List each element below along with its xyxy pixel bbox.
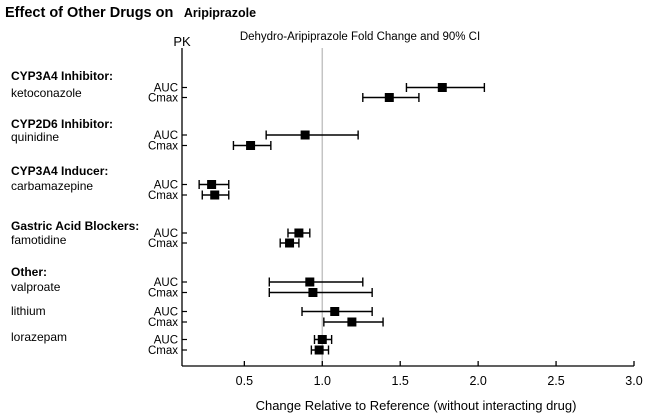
x-tick-label: 1.5 [392, 374, 409, 388]
point-estimate-marker [347, 317, 357, 327]
drug-label: lorazepam [11, 330, 67, 344]
x-tick-label: 0.5 [236, 374, 253, 388]
pk-row-label: Cmax [148, 190, 178, 202]
point-estimate-marker [317, 335, 327, 344]
group-label: Other: [11, 265, 47, 279]
pk-column-header: PK [173, 34, 191, 49]
x-tick-label: 2.0 [469, 374, 486, 388]
pk-row-label: Cmax [148, 141, 178, 153]
x-tick-label: 3.0 [625, 374, 642, 388]
point-estimate-marker [300, 130, 310, 140]
point-estimate-marker [330, 307, 340, 316]
drug-label: lithium [11, 304, 46, 318]
figure-title-main: Effect of Other Drugs on [5, 5, 173, 21]
pk-row-label: Cmax [148, 238, 178, 250]
plot-area: 0.5 1.0 1.5 2.0 2.5 3.0 CYP3A4 Inhibitor: ketoc… [11, 48, 643, 388]
drug-label: ketoconazole [11, 86, 82, 100]
pk-row-label: AUC [154, 180, 178, 192]
point-estimate-marker [210, 190, 220, 200]
x-tick-label: 2.5 [547, 374, 564, 388]
pk-row-label: AUC [154, 83, 178, 95]
group-label: Gastric Acid Blockers: [11, 219, 139, 233]
plot-header: Dehydro-Aripiprazole Fold Change and 90%… [240, 31, 480, 43]
pk-row-label: AUC [154, 277, 178, 289]
drug-label: carbamazepine [11, 179, 93, 193]
x-axis-label: Change Relative to Reference (without in… [256, 398, 577, 413]
x-tick-label: 1.0 [314, 374, 331, 388]
point-estimate-marker [314, 345, 324, 355]
point-estimate-marker [308, 288, 318, 297]
pk-row-label: Cmax [148, 317, 178, 329]
point-estimate-marker [246, 141, 256, 150]
point-estimate-marker [207, 180, 217, 189]
pk-row-label: Cmax [148, 288, 178, 300]
pk-row-label: AUC [154, 130, 178, 142]
point-estimate-marker [384, 93, 394, 102]
pk-row-label: AUC [154, 228, 178, 240]
group-label: CYP3A4 Inducer: [11, 164, 108, 178]
point-estimate-marker [285, 238, 295, 248]
drug-label: famotidine [11, 233, 67, 247]
point-estimate-marker [294, 228, 304, 238]
pk-row-label: Cmax [148, 93, 178, 105]
figure-title: Effect of Other Drugs on Aripiprazole [5, 4, 256, 21]
figure-title-drug: Aripiprazole [184, 6, 256, 20]
drug-label: valproate [11, 280, 61, 294]
pk-row-label: AUC [154, 307, 178, 319]
pk-row-label: AUC [154, 335, 178, 347]
point-estimate-marker [305, 277, 315, 287]
drug-label: quinidine [11, 130, 59, 144]
point-estimate-marker [437, 83, 447, 92]
group-label: CYP2D6 Inhibitor: [11, 117, 113, 131]
group-label: CYP3A4 Inhibitor: [11, 69, 113, 83]
pk-row-label: Cmax [148, 345, 178, 357]
